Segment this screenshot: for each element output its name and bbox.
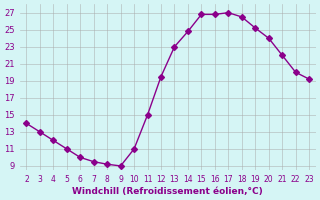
X-axis label: Windchill (Refroidissement éolien,°C): Windchill (Refroidissement éolien,°C) — [72, 187, 263, 196]
